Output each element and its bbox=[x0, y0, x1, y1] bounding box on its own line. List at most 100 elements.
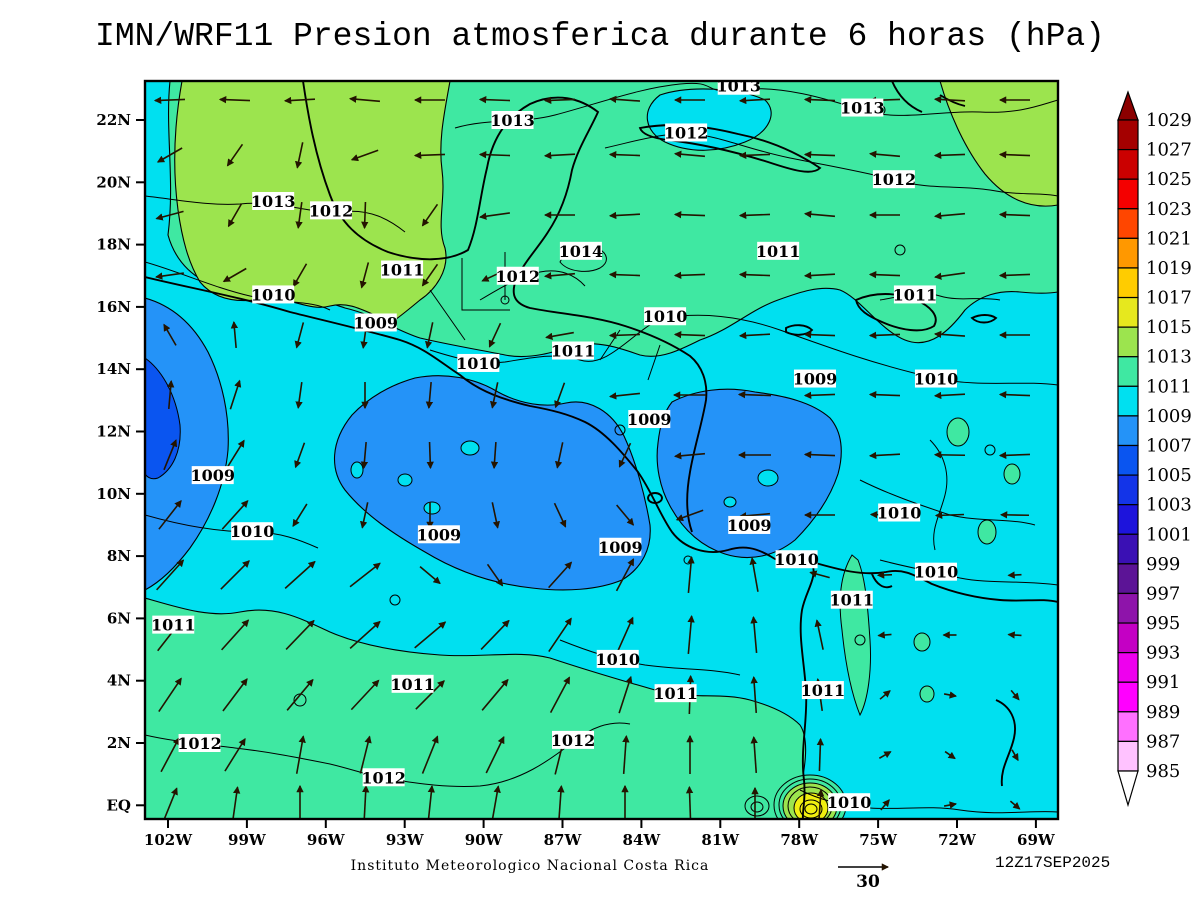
wind-arrow bbox=[491, 502, 501, 529]
contour-label-bg bbox=[491, 111, 534, 129]
fill-blue-caribbean bbox=[656, 388, 842, 559]
lon-tick-label: 96W bbox=[307, 831, 346, 849]
map-area: 1013 1013 1013 1012 1012 1013 1012 1011 1012 1014… bbox=[145, 81, 1058, 819]
contour-label-bg bbox=[231, 522, 274, 541]
wind-arrow bbox=[616, 616, 634, 653]
wind-arrow bbox=[478, 96, 511, 104]
wind-arrow bbox=[738, 512, 771, 520]
wind-arrow bbox=[685, 785, 694, 819]
lat-tick-label: 22N bbox=[96, 111, 131, 129]
colorbar-box bbox=[1117, 444, 1139, 476]
colorbar-box bbox=[1117, 237, 1139, 269]
contour-label-bg bbox=[914, 369, 957, 388]
wind-arrow bbox=[218, 96, 251, 104]
wind-arrow bbox=[618, 442, 632, 468]
wind-arrow bbox=[816, 788, 825, 819]
wind-arrow bbox=[608, 392, 641, 400]
lon-tick-label: 90W bbox=[465, 831, 504, 849]
lon-tick-label: 78W bbox=[780, 831, 819, 849]
wind-arrow bbox=[998, 271, 1031, 279]
wind-arrow bbox=[490, 441, 499, 470]
lon-tick-label: 72W bbox=[938, 831, 977, 849]
contour-label-bg bbox=[914, 562, 957, 581]
wind-arrow bbox=[421, 203, 439, 227]
wind-arrow bbox=[349, 562, 381, 588]
contour-label: 1014 bbox=[559, 242, 604, 261]
reference-wind-value: 30 bbox=[856, 872, 880, 892]
wind-arrow bbox=[553, 502, 567, 528]
wind-arrow bbox=[232, 786, 241, 819]
wind-arrow bbox=[349, 620, 381, 649]
wind-arrow bbox=[675, 509, 704, 522]
contour-label-bg bbox=[665, 123, 708, 142]
colorbar-label: 997 bbox=[1146, 583, 1180, 604]
contour-label: 1013 bbox=[251, 192, 296, 211]
wind-arrow bbox=[868, 150, 901, 158]
colorbar-box bbox=[1117, 622, 1139, 654]
colorbar-label: 1023 bbox=[1146, 199, 1192, 220]
wind-arrow bbox=[673, 271, 706, 279]
contour-label-bg bbox=[872, 170, 915, 189]
contour-label-bg bbox=[893, 285, 936, 304]
wind-arrow bbox=[156, 559, 185, 591]
wind-arrow bbox=[360, 441, 369, 470]
wind-arrow bbox=[803, 391, 836, 399]
contour-label: 1010 bbox=[643, 307, 688, 326]
wind-arrow bbox=[167, 379, 175, 410]
wind-arrow bbox=[803, 451, 836, 459]
contour-label-bg bbox=[552, 730, 595, 749]
contour-label-bg bbox=[596, 649, 639, 668]
wind-arrow bbox=[868, 391, 901, 399]
colorbar-label: 1017 bbox=[1146, 288, 1192, 309]
wind-arrow bbox=[687, 614, 695, 654]
contour-label: 1009 bbox=[354, 313, 399, 332]
wind-arrow bbox=[933, 212, 966, 220]
contour-label-bg bbox=[252, 191, 295, 210]
wind-arrow bbox=[415, 680, 445, 710]
wind-arrow bbox=[608, 95, 641, 104]
wind-arrow bbox=[877, 631, 892, 639]
colorbar-box bbox=[1117, 711, 1139, 743]
lat-tick-label: 12N bbox=[96, 423, 131, 441]
wind-arrow bbox=[359, 262, 370, 289]
contour-label-bg bbox=[381, 260, 424, 279]
lon-tick-label: 84W bbox=[623, 831, 662, 849]
wind-arrow bbox=[618, 675, 633, 714]
colorbar-bottom-arrow bbox=[1117, 770, 1139, 808]
contour-label: 1010 bbox=[456, 354, 501, 373]
contour-label: 1012 bbox=[551, 731, 596, 750]
contour-label-bg bbox=[354, 313, 397, 332]
colorbar-label: 985 bbox=[1146, 761, 1180, 782]
lon-tick-label: 81W bbox=[701, 831, 740, 849]
wind-arrow bbox=[543, 272, 576, 280]
contour-label-bg bbox=[152, 615, 195, 634]
wind-arrow bbox=[155, 210, 184, 221]
contour-label-bg bbox=[793, 369, 836, 388]
wind-arrow bbox=[814, 619, 824, 650]
contour-label-bg bbox=[728, 515, 771, 534]
contour-label-bg bbox=[644, 307, 687, 326]
contour-label-bg bbox=[717, 81, 760, 95]
contour-label: 1012 bbox=[872, 170, 917, 189]
fill-cyan-hole bbox=[397, 473, 413, 487]
fill-cyan-hole bbox=[423, 501, 441, 515]
wind-arrow bbox=[738, 96, 771, 105]
colorbar-box bbox=[1117, 504, 1139, 535]
contour-label: 1009 bbox=[793, 370, 838, 389]
wind-arrow bbox=[295, 202, 303, 229]
fill-green-patch bbox=[919, 685, 935, 703]
contour-label: 1011 bbox=[390, 675, 435, 694]
wind-arrow bbox=[221, 500, 249, 530]
wind-arrow bbox=[616, 504, 635, 526]
wind-arrow bbox=[1007, 571, 1022, 579]
colorbar-label: 1005 bbox=[1146, 465, 1192, 486]
contour-label-bg bbox=[391, 674, 434, 693]
wind-arrow bbox=[868, 451, 901, 460]
wind-arrow bbox=[427, 785, 435, 819]
wind-arrow bbox=[803, 151, 836, 159]
wind-arrow bbox=[295, 735, 306, 774]
colorbar-label: 1011 bbox=[1146, 376, 1192, 397]
fill-cyan-hole bbox=[460, 440, 480, 456]
contour-label: 1011 bbox=[380, 261, 425, 280]
